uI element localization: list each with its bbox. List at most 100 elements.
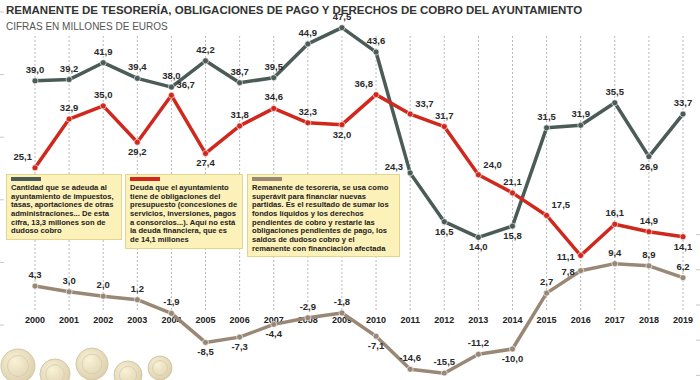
data-point [66,116,72,122]
legend-text: Deuda que el ayuntamiento tiene de oblig… [130,183,237,244]
data-point [32,165,38,171]
data-label: 32,0 [333,129,352,140]
data-label: -7,3 [231,341,247,352]
data-label: 33,7 [415,98,434,109]
data-label: -1,9 [163,296,179,307]
y2-tick [696,269,700,270]
data-label: -1,8 [334,296,350,307]
data-point [441,124,447,130]
data-point [373,49,379,55]
data-point [271,75,277,81]
x-tick-label: 2011 [400,315,420,325]
x-tick-label: 2012 [434,315,454,325]
data-point [544,212,550,218]
y-tick [0,12,4,13]
data-point [100,293,106,299]
legend-text: Remanente de tesorería, se usa como supe… [252,183,389,253]
data-point [305,120,311,126]
data-point [339,122,345,128]
data-label: 9,4 [608,247,622,258]
data-point [407,111,413,117]
x-tick-label: 2003 [127,315,147,325]
coin [114,361,142,380]
coin [76,348,108,380]
data-label: 36,7 [176,79,195,90]
legend-text: Cantidad que se adeuda al ayuntamiento d… [11,183,114,235]
data-label: 4,3 [28,269,41,280]
data-label: -4,4 [266,328,283,339]
y2-tick [696,340,700,341]
data-label: -14,6 [399,352,421,363]
data-point [509,223,515,229]
y2-tick [696,375,700,376]
data-label: 14,0 [469,241,488,252]
coin [148,356,172,380]
data-label: 31,5 [537,111,556,122]
axes [0,12,700,375]
coin-ring [46,365,65,380]
data-point [578,122,584,128]
data-label: 31,9 [571,108,590,119]
data-point [339,310,345,316]
data-point [134,75,140,81]
grid-line [444,36,445,312]
grid-line [512,36,513,312]
data-label: 16,1 [606,207,625,218]
data-label: 31,7 [435,110,454,121]
data-label: 32,9 [60,102,79,113]
data-label: 8,9 [642,249,655,260]
data-point [612,221,618,227]
data-point [305,315,311,321]
data-point [271,105,277,111]
data-label: 17,5 [552,199,571,210]
data-label: 42,2 [196,44,215,55]
x-tick-label: 2015 [537,315,557,325]
data-point [509,190,515,196]
data-label: 2,0 [97,279,110,290]
data-point [339,25,345,31]
data-label: 14,1 [674,241,693,252]
x-tick-label: 2000 [25,315,45,325]
data-point [168,84,174,90]
data-point [32,283,38,289]
data-label: 38,7 [230,66,249,77]
grid-line [546,36,547,312]
data-point [203,150,209,156]
coin-ring [7,355,28,376]
data-point [441,219,447,225]
x-tick-label: 2016 [571,315,591,325]
data-label: 24,0 [483,159,502,170]
series-group [32,261,686,376]
data-label: 39,2 [60,63,79,74]
data-point [237,334,243,340]
data-label: 41,9 [94,46,113,57]
grid-line [614,36,615,312]
data-point [612,261,618,267]
data-point [373,333,379,339]
data-point [680,275,686,281]
data-point [407,170,413,176]
data-point [271,321,277,327]
data-point [66,77,72,83]
data-label: -11,2 [468,337,489,348]
x-tick-label: 2019 [673,315,693,325]
data-point [509,346,515,352]
data-label: -8,5 [197,346,214,357]
data-label: 27,4 [196,157,215,168]
y2-tick [696,234,700,235]
x-tick-label: 2005 [196,315,216,325]
data-label: 43,6 [367,35,386,46]
data-point [646,229,652,235]
data-point [646,263,652,269]
data-point [578,253,584,259]
data-label: 11,1 [557,251,576,262]
data-label: -7,1 [368,340,385,351]
data-point [441,370,447,375]
data-label: 6,2 [676,261,689,272]
data-label: 32,3 [299,106,318,117]
series-line [35,264,683,374]
data-label: 35,0 [94,89,113,100]
y-tick [0,199,4,200]
data-point [680,234,686,240]
data-label: 39,0 [26,64,45,75]
